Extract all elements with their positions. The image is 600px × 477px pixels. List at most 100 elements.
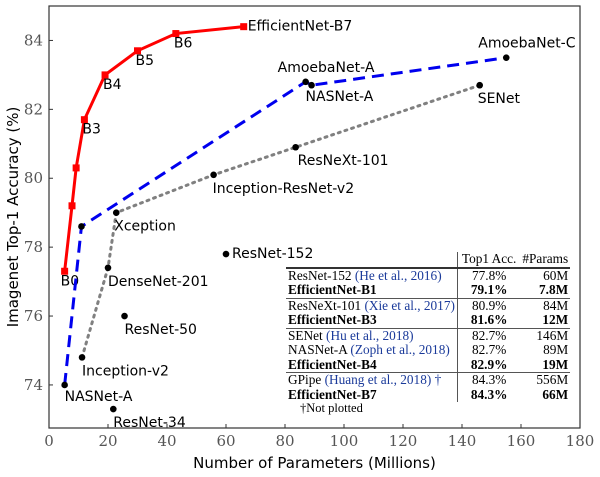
data-point <box>110 405 117 413</box>
x-tick-label: 40 <box>157 432 176 450</box>
x-tick-label: 20 <box>98 432 117 450</box>
data-point-square <box>80 116 88 124</box>
x-tick-label: 180 <box>566 432 595 450</box>
data-label: ResNet-50 <box>125 322 197 338</box>
y-tick-label: 82 <box>24 100 43 118</box>
x-tick-label: 160 <box>507 432 536 450</box>
y-axis-label: Imagenet Top-1 Accuracy (%) <box>4 107 22 328</box>
data-label: Inception-v2 <box>82 363 169 379</box>
table-cell: 81.6% <box>456 312 521 328</box>
table-row: EfficientNet-B3 81.6% 12M <box>286 312 570 328</box>
data-label: B6 <box>174 36 193 52</box>
x-tick-label: 100 <box>330 432 359 450</box>
y-tick-label: 80 <box>24 169 43 187</box>
data-point-square <box>68 202 76 210</box>
table-footnote: †Not plotted <box>300 401 363 415</box>
table-cell: 79.1% <box>456 282 521 298</box>
table-row: EfficientNet-B1 79.1% 7.8M <box>286 282 570 298</box>
table-cell: 556M <box>520 372 571 388</box>
data-label: ResNeXt-101 <box>298 153 389 169</box>
table-row: SENet (Hu et al., 2018) 82.7% 146M <box>286 327 571 343</box>
table-row: NASNet-A (Zoph et al., 2018) 82.7% 89M <box>286 342 570 358</box>
table-cell: 89M <box>543 342 569 357</box>
table-cell: SENet (Hu et al., 2018) <box>286 327 458 343</box>
data-label: Inception-ResNet-v2 <box>213 181 355 197</box>
data-point <box>78 223 85 230</box>
table-row: ResNet-152 (He et al., 2016) 77.8% 60M <box>286 266 571 283</box>
data-point <box>61 381 68 389</box>
data-point <box>302 78 309 86</box>
data-point-square <box>72 164 80 172</box>
data-point-square <box>101 71 109 79</box>
table-cell: EfficientNet-B3 <box>288 312 377 327</box>
data-point <box>222 250 230 258</box>
data-point-square <box>61 267 69 275</box>
table-header: Top1 Acc. <box>456 251 521 268</box>
table-cell: 82.7% <box>456 327 521 343</box>
x-tick-label: 60 <box>216 432 235 450</box>
data-point-square <box>134 47 141 55</box>
table-cell: ResNeXt-101 (Xie et al., 2017) <box>286 297 458 313</box>
y-tick-label: 74 <box>24 376 43 394</box>
table-cell: 60M <box>520 266 571 283</box>
table-row: EfficientNet-B7 84.3% 66M <box>286 386 570 402</box>
table-row: EfficientNet-B4 82.9% 19M <box>286 356 570 373</box>
table-cell: EfficientNet-B7 <box>288 386 377 402</box>
x-axis-label: Number of Parameters (Millions) <box>193 454 436 472</box>
data-point-square <box>240 23 248 31</box>
plot-frame <box>48 5 581 429</box>
data-point <box>210 171 217 179</box>
data-label: B3 <box>82 122 101 138</box>
table-header <box>286 252 457 268</box>
data-label: ResNet-152 <box>232 246 313 262</box>
data-label: AmoebaNet-A <box>278 60 375 76</box>
data-label: AmoebaNet-C <box>478 36 575 52</box>
table-cell: 12M <box>542 312 569 327</box>
x-tick-label: 140 <box>448 432 477 450</box>
table-cell: ResNet-152 (He et al., 2016) <box>286 266 458 283</box>
data-point <box>112 209 120 216</box>
series-line-0 <box>63 25 244 272</box>
table-cell: 66M <box>542 386 569 402</box>
table-cell: 80.9% <box>456 297 521 313</box>
table-row: GPipe (Huang et al., 2018) † 84.3% 556M <box>286 372 571 388</box>
x-tick-label: 80 <box>275 432 294 450</box>
data-label: DenseNet-201 <box>108 274 209 290</box>
data-point-square <box>172 30 180 38</box>
data-label: B4 <box>103 77 122 93</box>
table-cell: 82.7% <box>456 342 521 358</box>
series-line-2 <box>80 83 482 359</box>
table-cell: 77.8% <box>456 266 521 283</box>
data-label: Xception <box>114 219 176 235</box>
data-label: NASNet-A <box>306 89 374 105</box>
data-point <box>121 312 128 320</box>
table-header: #Params <box>522 251 569 266</box>
data-point <box>78 354 86 361</box>
table-cell: 146M <box>520 327 571 343</box>
table-cell: NASNet-A (Zoph et al., 2018) <box>288 342 450 357</box>
x-tick-label: 0 <box>44 432 54 450</box>
data-label: SENet <box>478 91 521 107</box>
table-cell: EfficientNet-B1 <box>288 282 377 297</box>
table-cell: 84M <box>520 297 571 313</box>
table-cell: 84.3% <box>456 372 521 388</box>
y-tick-label: 76 <box>24 307 43 325</box>
table-cell: 19M <box>542 356 569 372</box>
y-tick-label: 78 <box>24 238 43 256</box>
data-point <box>476 81 484 89</box>
data-point <box>308 81 315 89</box>
data-point <box>292 143 299 151</box>
table-cell: 84.3% <box>456 387 521 402</box>
data-label: EfficientNet-B7 <box>248 19 353 35</box>
table-row: ResNeXt-101 (Xie et al., 2017) 80.9% 84M <box>286 297 571 313</box>
table-cell: 82.9% <box>456 357 521 373</box>
data-label: ResNet-34 <box>113 415 186 431</box>
data-label: B5 <box>136 53 155 69</box>
comparison-table: Top1 Acc. #Params ResNet-152 (He et al., 2… <box>286 251 571 402</box>
data-point <box>104 264 112 272</box>
data-point <box>502 54 510 61</box>
table-cell: EfficientNet-B4 <box>288 356 377 372</box>
table-cell: 7.8M <box>539 282 569 297</box>
data-label: NASNet-A <box>65 389 133 405</box>
